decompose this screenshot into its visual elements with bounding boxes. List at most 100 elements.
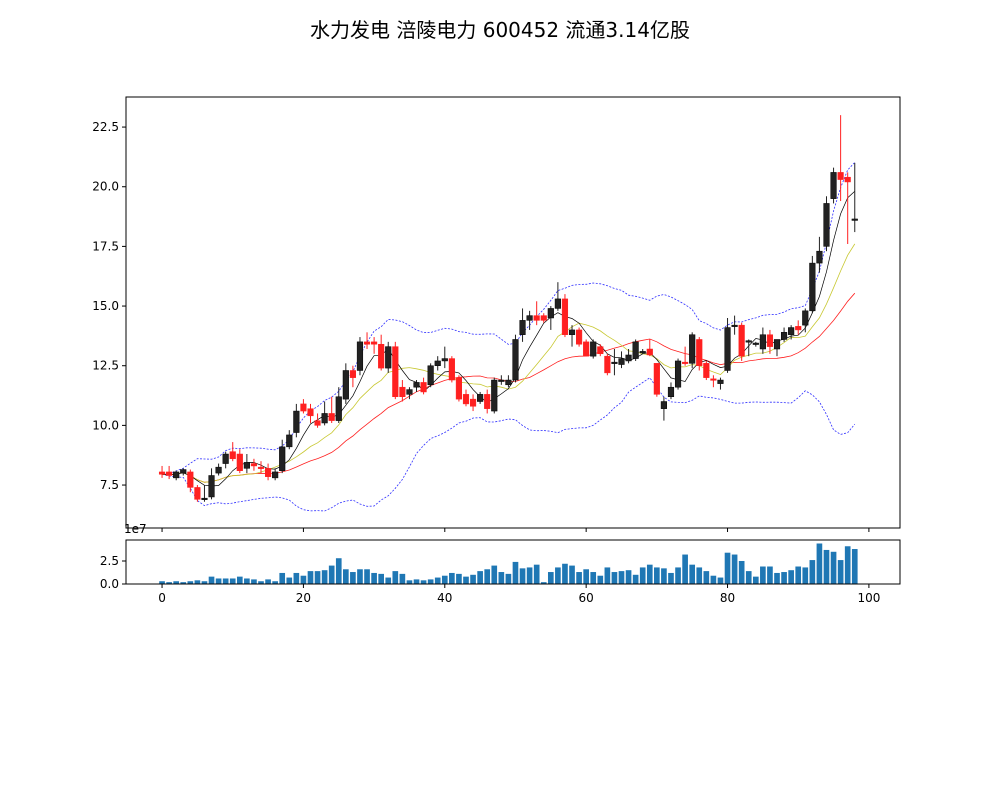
candle-body — [413, 382, 420, 388]
candle-body — [349, 370, 356, 378]
volume-bar — [547, 572, 554, 584]
candle-body — [498, 379, 505, 382]
candle-body — [618, 358, 625, 365]
candle — [851, 162, 858, 233]
volume-bar — [837, 560, 844, 584]
candle — [802, 308, 809, 333]
volume-bar — [427, 579, 434, 584]
candle-body — [335, 396, 342, 421]
candle — [441, 346, 448, 369]
volume-bar — [166, 582, 172, 584]
candle-body — [243, 462, 250, 469]
volume-bar — [562, 563, 568, 584]
volume-bar — [498, 572, 505, 584]
volume-bar — [816, 543, 823, 584]
candle — [371, 337, 378, 354]
candle — [519, 308, 526, 342]
candle — [759, 327, 766, 354]
volume-bar — [434, 577, 441, 584]
candle-body — [696, 339, 703, 366]
ma10-line — [161, 243, 856, 483]
candle-body — [371, 341, 378, 345]
candle-body — [795, 326, 802, 331]
candle-body — [554, 298, 561, 309]
volume-bar — [208, 576, 215, 584]
candle — [731, 315, 738, 335]
volume-axes-frame — [125, 539, 901, 585]
candle-body — [406, 389, 413, 395]
candle — [674, 358, 682, 390]
candle-body — [689, 334, 696, 364]
volume-tick-label: 2.5 — [100, 554, 119, 568]
candle — [682, 346, 689, 366]
candle — [286, 430, 293, 450]
candle-body — [484, 394, 491, 409]
x-tick-label: 0 — [158, 591, 166, 605]
candle — [455, 375, 463, 402]
candle — [625, 349, 632, 364]
x-tick-label: 40 — [437, 591, 452, 605]
candle — [264, 463, 272, 481]
candle-body — [802, 310, 809, 326]
candle-body — [788, 327, 795, 335]
volume-bar — [378, 573, 384, 584]
volume-bar — [215, 578, 222, 584]
price-tick-label: 12.5 — [92, 359, 119, 373]
volume-bar — [413, 579, 420, 584]
candle-body — [286, 434, 293, 448]
candle-body — [158, 471, 166, 475]
ma5-line — [161, 191, 856, 487]
candle — [477, 391, 484, 404]
volume-bar — [399, 573, 406, 584]
candle — [173, 470, 180, 481]
volume-bar — [731, 554, 738, 584]
volume-bar — [618, 571, 625, 584]
candle-body — [222, 453, 229, 464]
volume-bar — [314, 571, 321, 584]
volume-bar — [300, 575, 307, 584]
volume-bar — [272, 581, 278, 584]
candle-body — [844, 176, 851, 183]
candle — [724, 317, 731, 373]
candle — [187, 469, 194, 493]
candle-body — [561, 298, 569, 335]
candle-body — [455, 377, 463, 400]
candle — [554, 282, 561, 311]
candle — [378, 334, 385, 371]
candle — [462, 389, 470, 407]
candle — [363, 332, 371, 350]
candle-body — [194, 487, 201, 500]
candle-body — [625, 354, 632, 362]
candle — [568, 325, 576, 347]
bollinger-lower-line — [161, 377, 856, 512]
candle-body — [491, 379, 498, 412]
x-tick-label: 100 — [857, 591, 880, 605]
ma20-line — [161, 292, 856, 483]
candle — [780, 327, 788, 342]
volume-bar — [760, 566, 766, 584]
candle — [194, 485, 201, 502]
candle-body — [752, 342, 759, 345]
candle — [420, 377, 427, 395]
volume-bar — [646, 564, 653, 584]
candle-body — [166, 471, 173, 476]
price-tick-label: 7.5 — [100, 478, 119, 492]
candle-body — [851, 218, 858, 221]
chart-title: 水力发电 涪陵电力 600452 流通3.14亿股 — [310, 18, 690, 42]
candle-body — [385, 346, 392, 369]
candle-body — [660, 401, 667, 409]
candle-body — [505, 379, 512, 386]
candle — [667, 382, 675, 400]
candle — [512, 334, 519, 383]
volume-bar — [512, 561, 519, 584]
volume-bar — [519, 568, 526, 584]
candle — [597, 344, 604, 357]
candle-body — [180, 469, 187, 474]
candle — [738, 322, 745, 361]
candle-body — [724, 327, 731, 371]
candle — [392, 341, 399, 400]
candle-body — [477, 394, 484, 402]
volume-bar — [555, 567, 561, 584]
candle-body — [173, 471, 180, 479]
candle-body — [208, 475, 215, 498]
